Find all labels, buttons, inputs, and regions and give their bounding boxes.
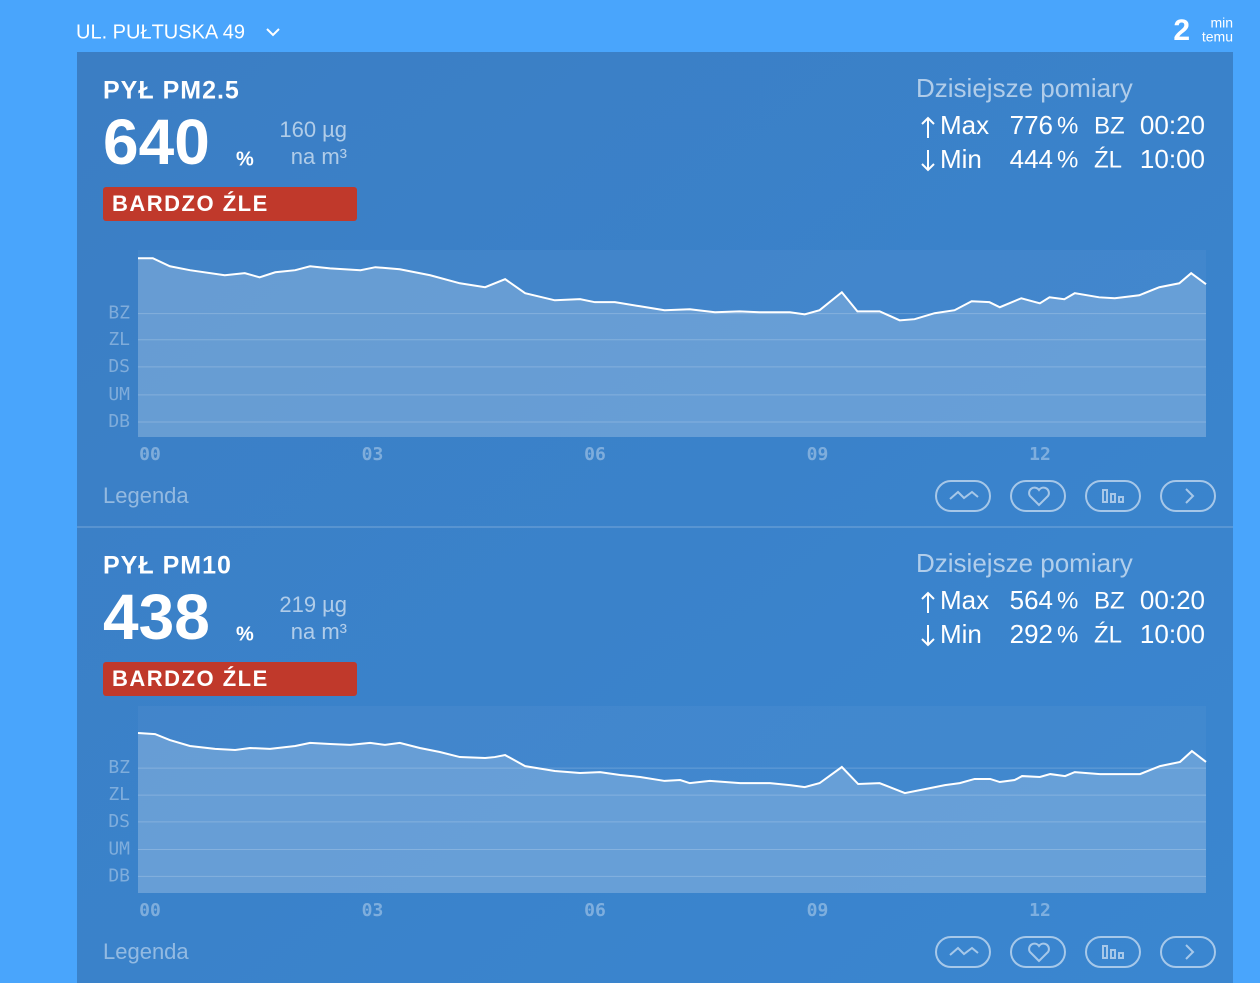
index-value: 640 (103, 106, 210, 178)
status: BARDZO ŹLE (112, 191, 269, 216)
button-icon[interactable] (1028, 942, 1050, 963)
max-unit: % (1057, 112, 1078, 139)
x-tick-label: 12 (1029, 444, 1051, 465)
area-fill (138, 732, 1206, 893)
x-tick-label: 00 (139, 900, 161, 921)
max-level: BZ (1094, 112, 1125, 139)
button-icon[interactable] (1102, 945, 1124, 959)
stats-title: Dzisiejsze pomiary (916, 548, 1133, 578)
max-time: 00:20 (1140, 110, 1205, 140)
x-tick-label: 09 (807, 444, 829, 465)
concentration: 219 µg (279, 592, 347, 617)
y-tick-label: UM (108, 384, 130, 405)
button-icon[interactable] (949, 946, 979, 956)
icon-button[interactable] (1160, 480, 1216, 512)
button-icon[interactable] (1102, 489, 1124, 503)
max-arrow (921, 591, 935, 613)
button-icon[interactable] (1185, 488, 1195, 504)
min-level: ŹL (1094, 621, 1122, 648)
y-tick-label: BZ (108, 757, 130, 778)
legend-link[interactable]: Legenda (103, 939, 189, 964)
x-tick-label: 09 (807, 900, 829, 921)
y-tick-label: DB (108, 865, 130, 886)
max-label: Max (940, 585, 989, 615)
button-icon[interactable] (1028, 486, 1050, 507)
y-tick-label: BZ (108, 303, 130, 324)
updated-unit: min (1210, 15, 1233, 31)
x-tick-label: 03 (362, 900, 384, 921)
concentration-value: 219 (279, 592, 316, 617)
min-level: ŹL (1094, 146, 1122, 173)
updated-unit: temu (1202, 29, 1233, 45)
status-badge (103, 662, 357, 696)
min-label: Min (940, 144, 982, 174)
plot-bg (138, 706, 1206, 893)
area-line (137, 731, 1207, 795)
min-time: 10:00 (1140, 619, 1205, 649)
min-value: 292 (1010, 619, 1053, 649)
concentration-unit: µg (322, 117, 347, 142)
icon-button[interactable] (1085, 480, 1141, 512)
plot-bg (138, 250, 1206, 437)
min-label: Min (940, 619, 982, 649)
max-value: 776 (1010, 110, 1053, 140)
status: BARDZO ŹLE (112, 666, 269, 691)
chevron[interactable] (266, 28, 280, 37)
location-selector[interactable]: UL. PUŁTUSKA 49 (76, 21, 280, 43)
max-value: 564 (1010, 585, 1053, 615)
max-time: 00:20 (1140, 585, 1205, 615)
area-line (138, 257, 1207, 322)
concentration: 160 µg (279, 117, 347, 142)
index-value: 438 (103, 581, 210, 653)
max-level: BZ (1094, 587, 1125, 614)
max-unit: % (1057, 587, 1078, 614)
min-value: 444 (1010, 144, 1053, 174)
y-tick-label: DS (108, 811, 130, 832)
y-tick-label: DS (108, 356, 130, 377)
updated-value: 2 (1173, 14, 1190, 47)
x-tick-label: 12 (1029, 900, 1051, 921)
min-arrow (921, 625, 935, 647)
min-unit: % (1057, 146, 1078, 173)
pollutant-title: PYŁ PM10 (103, 552, 232, 580)
y-tick-label: DB (108, 411, 130, 432)
location[interactable]: UL. PUŁTUSKA 49 (76, 21, 245, 43)
index-unit: % (236, 148, 254, 170)
x-tick-label: 00 (139, 444, 161, 465)
max-label: Max (940, 110, 989, 140)
concentration-per: na m³ (291, 144, 347, 169)
status-badge (103, 187, 357, 221)
min-time: 10:00 (1140, 144, 1205, 174)
concentration-value: 160 (279, 117, 316, 142)
button-icon[interactable] (949, 490, 979, 500)
icon-button[interactable] (1010, 936, 1066, 968)
min-arrow (921, 150, 935, 172)
y-tick-label: UM (108, 838, 130, 859)
icon-button[interactable] (935, 480, 991, 512)
concentration-unit: µg (322, 592, 347, 617)
pollutant-title: PYŁ PM2.5 (103, 77, 240, 105)
y-tick-label: ZL (108, 329, 130, 350)
icon-button[interactable] (1010, 480, 1066, 512)
x-tick-label: 03 (362, 444, 384, 465)
button-icon[interactable] (1185, 944, 1195, 960)
max-arrow (921, 116, 935, 138)
index-unit: % (236, 623, 254, 645)
concentration-per: na m³ (291, 619, 347, 644)
min-unit: % (1057, 621, 1078, 648)
x-tick-label: 06 (584, 900, 606, 921)
icon-button[interactable] (935, 936, 991, 968)
y-tick-label: ZL (108, 784, 130, 805)
area-fill (138, 258, 1206, 437)
icon-button[interactable] (1085, 936, 1141, 968)
stats-title: Dzisiejsze pomiary (916, 73, 1133, 103)
x-tick-label: 06 (584, 444, 606, 465)
icon-button[interactable] (1160, 936, 1216, 968)
legend-link[interactable]: Legenda (103, 483, 189, 508)
